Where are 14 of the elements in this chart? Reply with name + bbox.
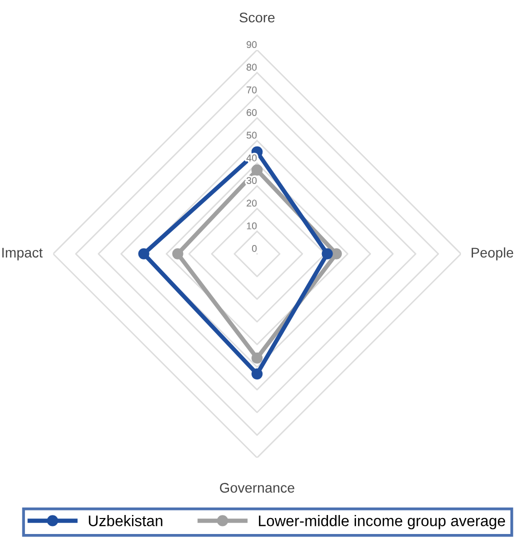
y-tick-label: 80	[246, 64, 257, 71]
y-tick-label: 90	[246, 41, 257, 48]
y-tick-label: 70	[246, 86, 257, 94]
y-tick-label: 0	[252, 245, 257, 252]
legend-label: Uzbekistan	[88, 515, 162, 526]
spoke-label: People	[472, 247, 514, 260]
legend-label: Lower-middle income group average	[258, 515, 505, 530]
y-tick-label: 60	[246, 109, 257, 116]
spoke-label: Impact	[2, 248, 43, 260]
spoke-label: Governance	[220, 482, 294, 493]
spoke-label: Score	[240, 12, 275, 22]
y-tick-label: 10	[246, 222, 257, 230]
y-tick-label: 20	[246, 200, 257, 207]
y-tick-label: 50	[246, 132, 257, 139]
